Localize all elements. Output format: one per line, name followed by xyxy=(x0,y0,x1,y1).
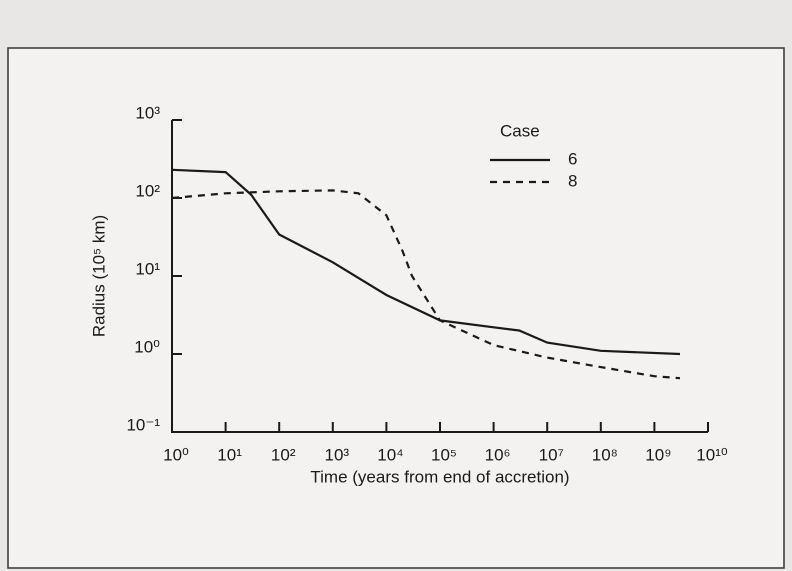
x-tick-label: 10⁴ xyxy=(377,445,403,464)
y-tick-label: 10⁻¹ xyxy=(126,415,160,434)
x-tick-label: 10⁰ xyxy=(163,445,189,464)
x-tick-label: 10⁸ xyxy=(592,445,618,464)
legend-title: Case xyxy=(500,121,540,140)
y-tick-label: 10¹ xyxy=(135,259,160,278)
legend-label: 6 xyxy=(568,149,577,168)
series-line xyxy=(171,189,681,380)
y-tick-label: 10⁰ xyxy=(134,337,160,356)
x-tick-label: 10² xyxy=(271,445,296,464)
x-tick-label: 10⁹ xyxy=(645,445,671,464)
x-tick-label: 10¹ xyxy=(217,445,242,464)
frame xyxy=(7,47,785,569)
x-tick-label: 10⁷ xyxy=(539,445,564,464)
series-line xyxy=(171,168,681,356)
legend-label: 8 xyxy=(568,171,577,190)
x-tick-label: 10¹⁰ xyxy=(696,445,728,464)
x-tick-label: 10⁵ xyxy=(431,445,457,464)
x-axis-label: Time (years from end of accretion) xyxy=(310,467,569,486)
y-tick-label: 10² xyxy=(135,181,160,200)
x-tick-label: 10³ xyxy=(325,445,350,464)
y-tick-label: 10³ xyxy=(135,103,160,122)
x-tick-label: 10⁶ xyxy=(485,445,511,464)
y-axis-label: Radius (10⁵ km) xyxy=(89,215,108,337)
